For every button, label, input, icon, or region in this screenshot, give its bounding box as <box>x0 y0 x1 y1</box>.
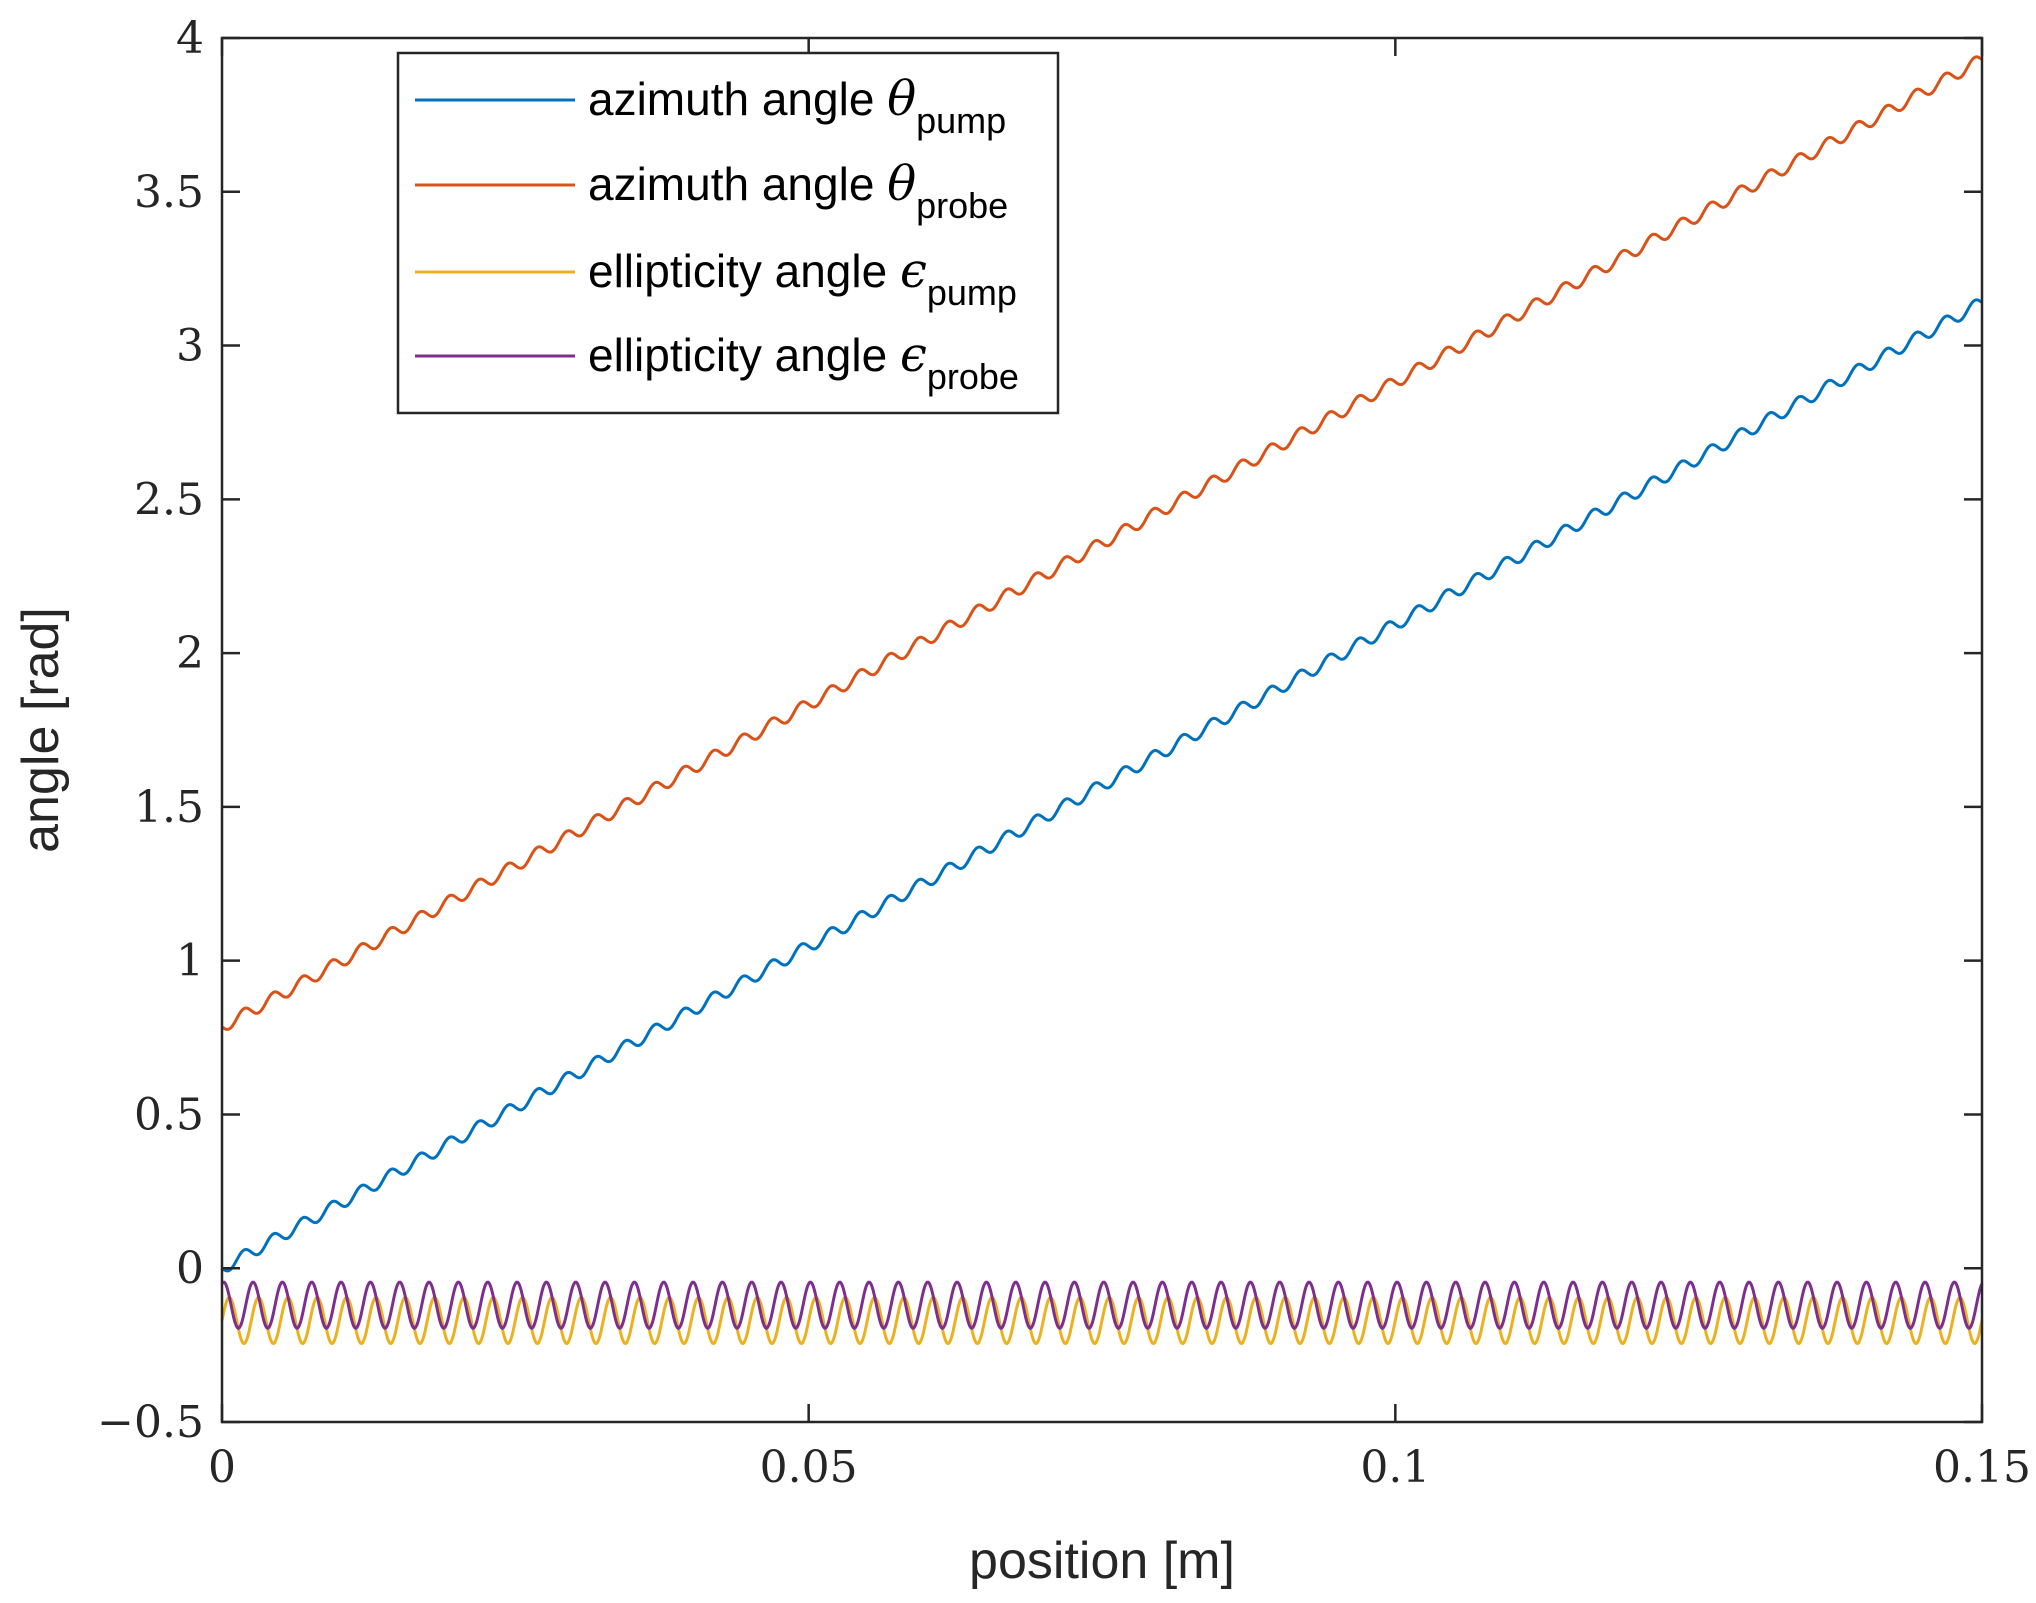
x-tick-label: 0.05 <box>760 1442 858 1493</box>
x-ticks-group: 0 0.05 0.1 0.15 <box>208 38 2031 1493</box>
y-tick-label: −0.5 <box>97 1397 204 1448</box>
y-tick-label: 0.5 <box>134 1089 204 1140</box>
y-tick-label: 2.5 <box>134 474 204 525</box>
series-line-3 <box>220 1280 1984 1330</box>
legend: azimuth angle θpump azimuth angle θprobe e… <box>396 51 1060 415</box>
x-axis-label: position [m] <box>969 1532 1235 1590</box>
y-ticks-group: −0.5 0 0.5 1 1.5 2 2.5 3 3.5 4 <box>97 13 1982 1448</box>
legend-label-1: azimuth angle θprobe <box>588 156 1008 226</box>
series-line-2 <box>220 1295 1984 1346</box>
y-tick-label: 1.5 <box>134 782 204 833</box>
y-axis-label: angle [rad] <box>12 607 70 853</box>
plot-lines-group <box>220 55 1984 1346</box>
series-line-0 <box>221 298 1983 1273</box>
y-tick-label: 4 <box>176 13 204 64</box>
y-tick-label: 3.5 <box>134 167 204 218</box>
legend-label-2: ellipticity angle ϵpump <box>588 243 1017 313</box>
x-tick-label: 0.15 <box>1933 1442 2031 1493</box>
y-tick-label: 3 <box>176 321 204 372</box>
series-line-1 <box>221 55 1983 1031</box>
y-tick-label: 2 <box>176 628 204 679</box>
legend-box <box>396 51 1060 415</box>
legend-label-3: ellipticity angle ϵprobe <box>588 327 1019 397</box>
y-tick-label: 1 <box>176 936 204 987</box>
axes-box <box>220 36 1984 1424</box>
x-tick-label: 0.1 <box>1360 1442 1430 1493</box>
legend-label-0: azimuth angle θpump <box>588 71 1006 141</box>
y-tick-label: 0 <box>176 1243 204 1294</box>
x-tick-label: 0 <box>208 1442 236 1493</box>
